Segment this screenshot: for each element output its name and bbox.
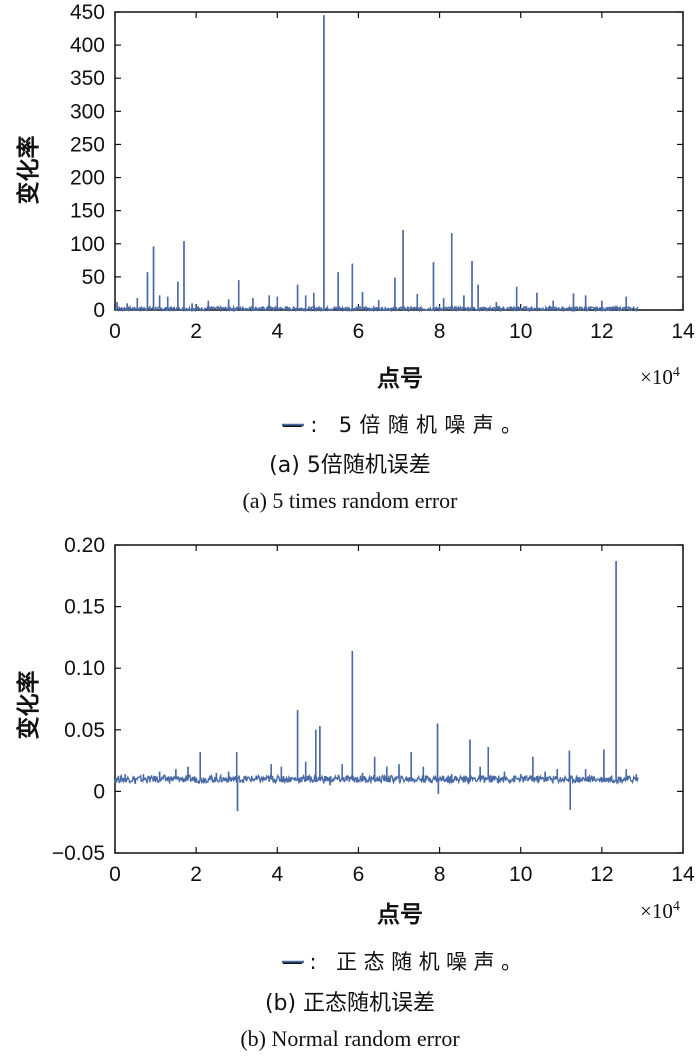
caption-en: (a) 5 times random error — [242, 488, 458, 513]
x-tick-label: 4 — [271, 320, 283, 343]
y-tick-label: 0.20 — [64, 534, 105, 557]
x-axis-label: 点号 — [377, 366, 423, 392]
x-tick-label: 4 — [271, 863, 283, 886]
y-tick-label: 0 — [93, 299, 105, 322]
y-tick-label: 400 — [70, 34, 105, 57]
y-tick-label: 0.05 — [64, 719, 105, 742]
x-tick-label: 12 — [590, 863, 613, 886]
y-axis-label: 变化率 — [15, 671, 42, 740]
plot-frame — [114, 11, 684, 311]
y-tick-label: 50 — [82, 266, 105, 289]
x-axis-label: 点号 — [377, 902, 423, 928]
legend-entry: —: 正态随机噪声。 — [282, 950, 522, 974]
y-tick-label: −0.05 — [52, 842, 105, 865]
y-axis-label: 变化率 — [15, 136, 42, 205]
x-tick-label: 6 — [353, 320, 365, 343]
data-series — [114, 561, 639, 812]
x-tick-label: 8 — [434, 320, 446, 343]
multiplier-base: ×10 — [640, 899, 673, 923]
y-tick-label: 0 — [93, 780, 105, 803]
y-tick-label: 150 — [70, 200, 105, 223]
x-tick-label: 12 — [590, 320, 613, 343]
multiplier-base: ×10 — [640, 365, 673, 389]
y-tick-label: 300 — [70, 100, 105, 123]
x-tick-label: 14 — [671, 863, 695, 886]
x-tick-label: 0 — [109, 863, 121, 886]
x-tick-label: 0 — [109, 320, 121, 343]
x-tick-label: 14 — [671, 320, 695, 343]
multiplier-exponent: 4 — [673, 899, 680, 914]
y-tick-label: 450 — [70, 1, 105, 24]
multiplier-exponent: 4 — [673, 365, 680, 380]
series-line — [114, 561, 639, 812]
y-tick-label: 100 — [70, 233, 105, 256]
caption-cn: (a) 5倍随机误差 — [269, 453, 431, 478]
plot-frame — [114, 544, 684, 854]
x-axis-multiplier: ×104 — [640, 899, 680, 923]
y-tick-label: 0.15 — [64, 596, 105, 619]
x-tick-label: 10 — [509, 863, 532, 886]
x-tick-label: 8 — [434, 863, 446, 886]
y-tick-label: 0.10 — [64, 657, 105, 680]
series-line — [114, 15, 639, 313]
axis-ticks: 0 2 4 6 8 10 12 14 0 50 100 150 200 250 300 350 400 450 — [70, 1, 695, 343]
x-tick-label: 10 — [509, 320, 532, 343]
x-axis-multiplier: ×104 — [640, 365, 680, 389]
x-tick-label: 2 — [190, 320, 202, 343]
legend-entry: —: 5倍随机噪声。 — [282, 413, 522, 437]
caption-en: (b) Normal random error — [240, 1026, 460, 1051]
y-tick-label: 200 — [70, 167, 105, 190]
x-tick-label: 6 — [353, 863, 365, 886]
y-tick-label: 250 — [70, 133, 105, 156]
data-series — [114, 15, 639, 313]
chart-panel-a: 0 2 4 6 8 10 12 14 0 50 100 150 200 250 300 350 400 450 变… — [15, 1, 695, 513]
x-tick-label: 2 — [190, 863, 202, 886]
y-tick-label: 350 — [70, 67, 105, 90]
caption-cn: (b) 正态随机误差 — [265, 991, 435, 1016]
